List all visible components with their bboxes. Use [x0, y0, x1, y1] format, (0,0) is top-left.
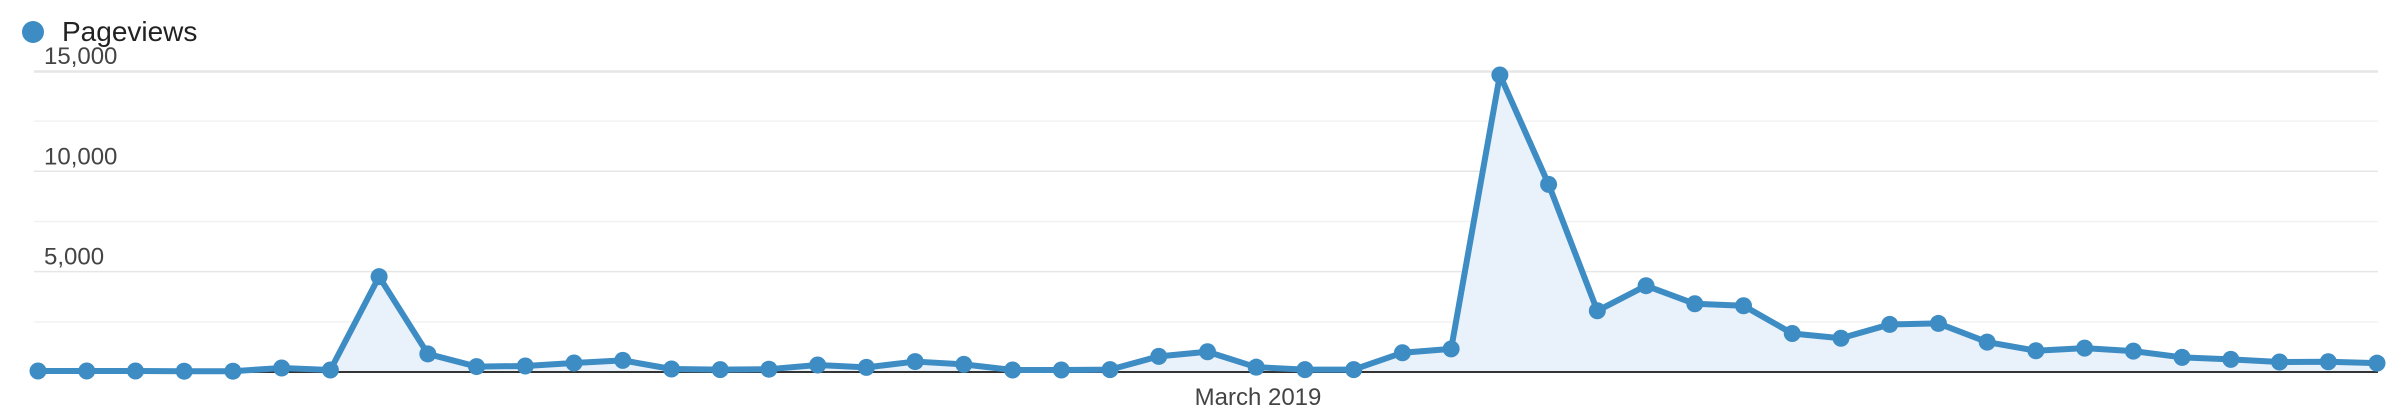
data-point[interactable]	[1296, 361, 1314, 379]
legend-series-label: Pageviews	[62, 16, 198, 47]
data-point[interactable]	[2222, 350, 2240, 368]
data-point[interactable]	[1978, 333, 1996, 351]
data-point[interactable]	[1247, 358, 1265, 376]
data-point[interactable]	[1686, 295, 1704, 313]
data-point[interactable]	[1052, 361, 1070, 379]
data-point[interactable]	[662, 360, 680, 378]
data-point[interactable]	[1540, 175, 1558, 193]
y-tick-label: 15,000	[44, 43, 117, 70]
data-point[interactable]	[1345, 361, 1363, 379]
data-point[interactable]	[224, 362, 242, 380]
data-point[interactable]	[809, 356, 827, 374]
data-point[interactable]	[1588, 302, 1606, 320]
series-area	[38, 74, 2377, 373]
y-tick-label: 5,000	[44, 244, 104, 271]
data-point[interactable]	[78, 362, 96, 380]
data-point[interactable]	[2368, 354, 2386, 372]
data-point[interactable]	[1491, 66, 1509, 84]
data-point[interactable]	[1783, 324, 1801, 342]
data-point[interactable]	[2076, 339, 2094, 357]
data-point[interactable]	[760, 360, 778, 378]
data-point[interactable]	[955, 355, 973, 373]
data-point[interactable]	[1637, 277, 1655, 295]
data-point[interactable]	[2271, 353, 2289, 371]
legend-series-swatch	[22, 21, 44, 43]
data-point[interactable]	[1881, 315, 1899, 333]
data-point[interactable]	[1393, 344, 1411, 362]
data-point[interactable]	[857, 358, 875, 376]
data-point[interactable]	[29, 362, 47, 380]
data-point[interactable]	[468, 358, 486, 376]
y-tick-label: 10,000	[44, 143, 117, 170]
data-point[interactable]	[2319, 353, 2337, 371]
data-point[interactable]	[1929, 314, 1947, 332]
x-tick-label: March 2019	[1195, 384, 1322, 411]
data-point[interactable]	[273, 359, 291, 377]
data-point[interactable]	[516, 357, 534, 375]
data-point[interactable]	[2173, 348, 2191, 366]
data-point[interactable]	[906, 353, 924, 371]
data-point[interactable]	[1101, 361, 1119, 379]
data-point[interactable]	[711, 361, 729, 379]
data-point[interactable]	[126, 362, 144, 380]
data-point[interactable]	[2124, 342, 2142, 360]
chart-legend[interactable]: Pageviews	[22, 16, 197, 48]
data-point[interactable]	[565, 354, 583, 372]
data-point[interactable]	[1199, 343, 1216, 361]
data-point[interactable]	[2027, 342, 2045, 360]
data-point[interactable]	[321, 361, 339, 379]
data-point[interactable]	[175, 362, 193, 380]
data-point[interactable]	[370, 268, 388, 286]
data-point[interactable]	[614, 351, 632, 369]
data-point[interactable]	[1442, 340, 1460, 358]
data-point[interactable]	[1832, 329, 1850, 347]
data-point[interactable]	[1004, 361, 1022, 379]
data-point[interactable]	[419, 345, 437, 363]
data-point[interactable]	[1735, 297, 1753, 315]
data-point[interactable]	[1150, 347, 1168, 365]
